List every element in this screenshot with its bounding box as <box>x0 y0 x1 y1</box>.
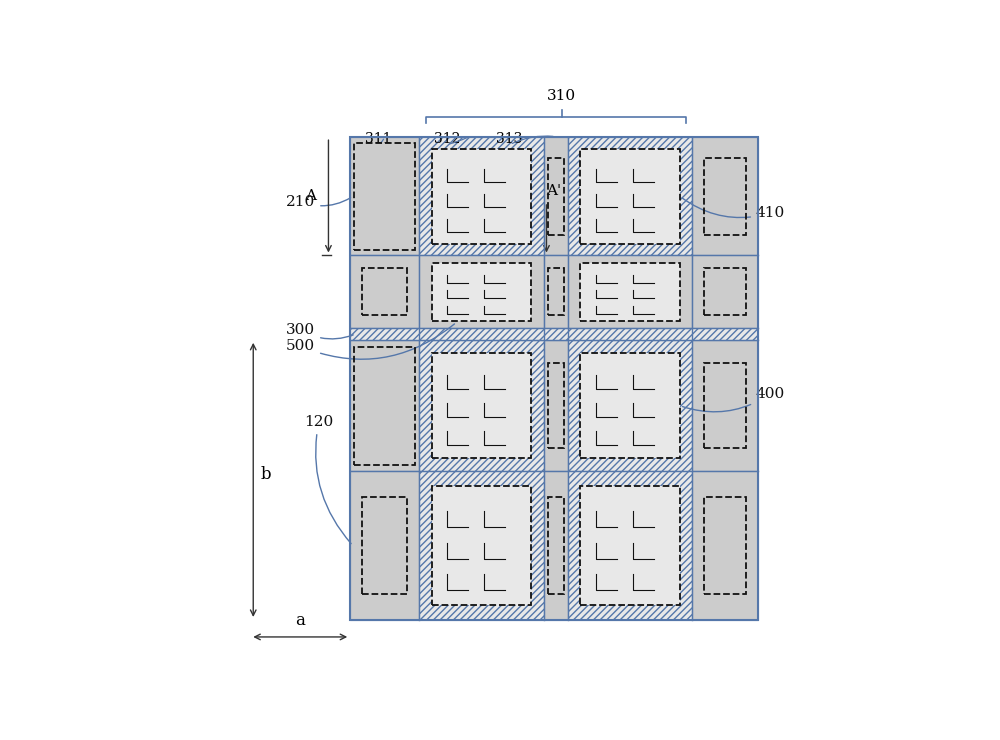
Bar <box>580 149 680 243</box>
Bar <box>704 158 746 235</box>
Text: 410: 410 <box>682 198 785 220</box>
Bar <box>544 471 568 620</box>
Bar <box>580 486 680 605</box>
Bar <box>548 158 564 235</box>
Bar <box>350 328 758 340</box>
Bar <box>432 149 531 243</box>
Bar <box>580 263 680 320</box>
Bar <box>580 149 680 243</box>
Bar <box>362 268 407 315</box>
Bar <box>568 471 692 620</box>
Bar <box>419 340 544 471</box>
Bar <box>692 471 758 620</box>
Bar <box>432 353 531 458</box>
Bar <box>432 486 531 605</box>
Bar <box>354 346 415 465</box>
Bar <box>692 137 758 255</box>
Text: 120: 120 <box>304 415 351 544</box>
Bar <box>350 137 758 620</box>
Bar <box>548 497 564 594</box>
Bar <box>692 340 758 471</box>
Bar <box>704 497 746 594</box>
Text: a: a <box>295 612 305 629</box>
Bar <box>568 137 692 255</box>
Bar <box>568 340 692 471</box>
Bar <box>580 353 680 458</box>
Bar <box>580 353 680 458</box>
Bar <box>580 486 680 605</box>
Bar <box>544 340 568 471</box>
Bar <box>350 340 419 471</box>
Bar <box>544 137 568 255</box>
Text: b: b <box>261 465 271 482</box>
Bar <box>432 353 531 458</box>
Text: 210: 210 <box>286 195 351 209</box>
Bar <box>580 263 680 320</box>
Text: A': A' <box>546 184 562 198</box>
Bar <box>432 263 531 320</box>
Text: 400: 400 <box>683 386 785 412</box>
Bar <box>354 143 415 249</box>
Bar <box>548 268 564 315</box>
Text: 313: 313 <box>496 132 523 146</box>
Bar <box>544 255 568 328</box>
Bar <box>419 137 544 255</box>
Bar <box>350 137 419 255</box>
Bar <box>432 486 531 605</box>
Bar <box>548 363 564 448</box>
Bar <box>704 363 746 448</box>
Bar <box>692 255 758 328</box>
Bar <box>350 471 419 620</box>
Bar <box>568 255 692 328</box>
Bar <box>419 471 544 620</box>
Bar <box>432 263 531 320</box>
Bar <box>419 255 544 328</box>
Text: 500: 500 <box>286 324 454 359</box>
Bar <box>704 268 746 315</box>
Text: A: A <box>305 189 316 204</box>
Text: 311: 311 <box>365 132 392 146</box>
Bar <box>350 255 419 328</box>
Text: 312: 312 <box>434 132 460 146</box>
Text: 310: 310 <box>547 89 576 103</box>
Bar <box>432 149 531 243</box>
Text: 300: 300 <box>286 323 353 339</box>
Bar <box>362 497 407 594</box>
